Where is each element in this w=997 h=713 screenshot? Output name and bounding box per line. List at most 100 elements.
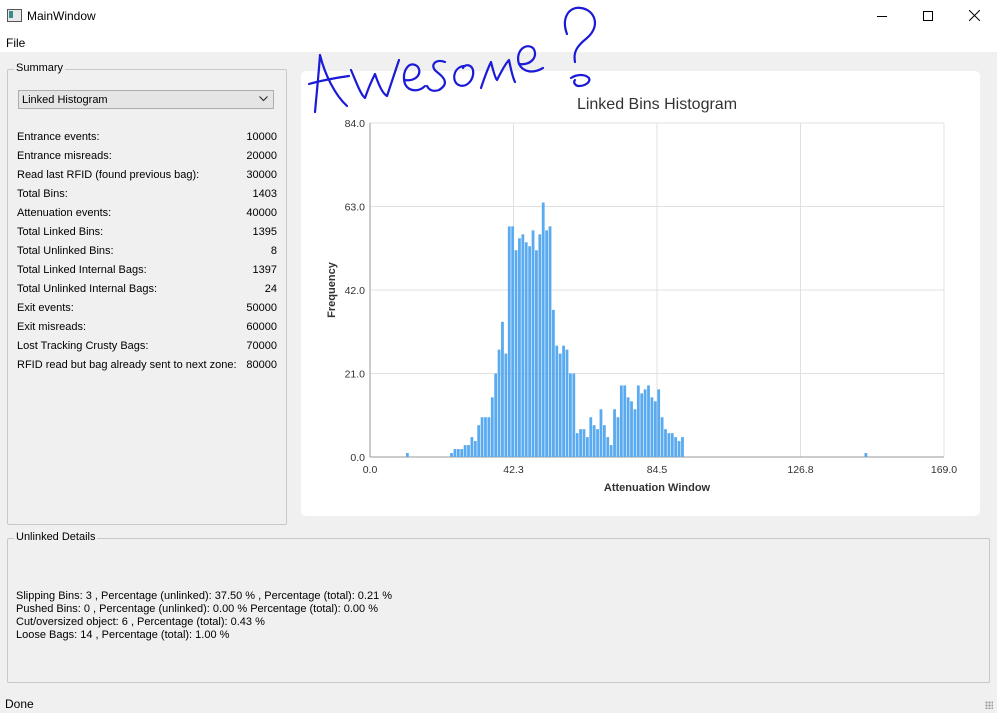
histogram-bar xyxy=(677,441,681,457)
histogram-bar xyxy=(643,389,647,457)
maximize-icon xyxy=(923,10,933,21)
stat-value: 30000 xyxy=(246,169,277,181)
histogram-bar xyxy=(558,353,562,457)
histogram-bar xyxy=(640,393,644,457)
histogram-bar xyxy=(494,373,498,457)
histogram-bar xyxy=(484,417,487,457)
histogram-bar xyxy=(599,409,603,457)
histogram-bar xyxy=(596,429,599,457)
histogram-bar xyxy=(579,429,582,457)
y-tick-label: 21.0 xyxy=(345,369,366,381)
unlinked-detail-line: Slipping Bins: 3 , Percentage (unlinked)… xyxy=(16,590,393,602)
histogram-bar xyxy=(528,246,532,457)
stat-label: Total Bins: xyxy=(17,188,68,200)
x-tick-label: 126.8 xyxy=(787,464,813,476)
histogram-bar xyxy=(616,417,620,457)
histogram-bar xyxy=(674,437,678,457)
y-tick-label: 63.0 xyxy=(345,202,366,214)
histogram-bar xyxy=(650,397,654,457)
histogram-bar xyxy=(670,433,674,457)
histogram-bar xyxy=(647,385,650,457)
window-title: MainWindow xyxy=(27,9,96,23)
menu-bar: File xyxy=(0,31,997,52)
stat-label: RFID read but bag already sent to next z… xyxy=(17,359,237,371)
summary-stat-row: Total Unlinked Internal Bags: 24 xyxy=(17,283,277,302)
histogram-bar xyxy=(653,401,657,457)
status-text: Done xyxy=(5,697,34,711)
histogram-bar xyxy=(552,309,555,457)
histogram-bar xyxy=(582,429,586,457)
close-button[interactable] xyxy=(951,0,997,31)
stat-label: Total Unlinked Bins: xyxy=(17,245,114,257)
histogram-bar xyxy=(521,234,525,457)
summary-stat-row: Attenuation events: 40000 xyxy=(17,207,277,226)
histogram-bar xyxy=(568,373,572,457)
chart-title: Linked Bins Histogram xyxy=(577,96,737,113)
maximize-button[interactable] xyxy=(905,0,951,31)
histogram-bar xyxy=(660,417,664,457)
summary-stat-row: Read last RFID (found previous bag): 3000… xyxy=(17,169,277,188)
histogram-bar xyxy=(548,226,552,457)
stat-label: Total Linked Bins: xyxy=(17,226,104,238)
unlinked-details-lines: Slipping Bins: 3 , Percentage (unlinked)… xyxy=(16,590,392,642)
stat-label: Lost Tracking Crusty Bags: xyxy=(17,340,149,352)
summary-stat-row: Exit events: 50000 xyxy=(17,302,277,321)
stat-value: 1395 xyxy=(252,226,277,238)
menu-file[interactable]: File xyxy=(6,36,26,50)
summary-stat-row: Total Linked Bins: 1395 xyxy=(17,226,277,245)
histogram-bar xyxy=(511,226,515,457)
x-tick-label: 84.5 xyxy=(647,464,668,476)
chart-panel: 0.0 21.0 42.0 63.0 84.0 0.0 42.3 84.5 126.8 169.0… xyxy=(301,71,980,516)
histogram-bar xyxy=(585,437,589,457)
histogram-bar xyxy=(613,409,616,457)
unlinked-group-title: Unlinked Details xyxy=(14,531,98,543)
histogram-bar xyxy=(504,353,508,457)
stat-label: Total Unlinked Internal Bags: xyxy=(17,283,158,295)
y-tick-label: 42.0 xyxy=(345,285,366,297)
summary-group: Summary Linked Histogram Entrance events… xyxy=(7,62,287,525)
x-axis-title: Attenuation Window xyxy=(604,482,711,494)
histogram-bar xyxy=(487,417,491,457)
stat-value: 60000 xyxy=(246,321,277,333)
histogram-bar xyxy=(623,385,627,457)
stat-value: 8 xyxy=(270,245,277,257)
histogram-bar xyxy=(636,385,640,457)
histogram-bar xyxy=(555,345,559,457)
resize-grip[interactable] xyxy=(985,701,993,709)
summary-stat-row: Exit misreads: 60000 xyxy=(17,321,277,340)
histogram-bar xyxy=(626,397,630,457)
stat-value: 80000 xyxy=(246,359,277,371)
y-axis-title: Frequency xyxy=(326,261,338,318)
histogram-bar xyxy=(477,425,481,457)
linked-bins-histogram: 0.0 21.0 42.0 63.0 84.0 0.0 42.3 84.5 126.8 169.0… xyxy=(326,96,957,494)
stat-value: 1397 xyxy=(252,264,277,276)
histogram-bar xyxy=(681,437,684,457)
histogram-bar xyxy=(630,401,633,457)
minimize-button[interactable] xyxy=(859,0,905,31)
unlinked-detail-line: Cut/oversized object: 6 , Percentage (to… xyxy=(16,616,265,628)
histogram-bar xyxy=(609,445,613,457)
chevron-down-icon xyxy=(259,96,268,102)
summary-stat-row: Total Bins: 1403 xyxy=(17,188,277,207)
histogram-bar xyxy=(463,445,467,457)
stat-label: Entrance events: xyxy=(17,131,100,143)
histogram-bar xyxy=(514,250,518,457)
y-tick-label: 84.0 xyxy=(345,118,366,130)
stat-label: Exit misreads: xyxy=(17,321,87,333)
app-icon xyxy=(7,9,22,22)
histogram-bar xyxy=(562,345,565,457)
view-select-value: Linked Histogram xyxy=(22,94,108,106)
view-select[interactable]: Linked Histogram xyxy=(18,90,274,109)
stat-value: 70000 xyxy=(246,340,277,352)
histogram-bar xyxy=(657,389,661,457)
x-tick-label: 0.0 xyxy=(363,464,378,476)
histogram-bar xyxy=(667,433,671,457)
close-icon xyxy=(968,10,980,21)
histogram-bar xyxy=(864,453,868,457)
stat-value: 1403 xyxy=(252,188,277,200)
histogram-bar xyxy=(531,230,535,457)
histogram-bar xyxy=(507,226,511,457)
histogram-bar xyxy=(467,445,470,457)
histogram-bar xyxy=(405,453,409,457)
summary-stat-row: Entrance events: 10000 xyxy=(17,131,277,150)
